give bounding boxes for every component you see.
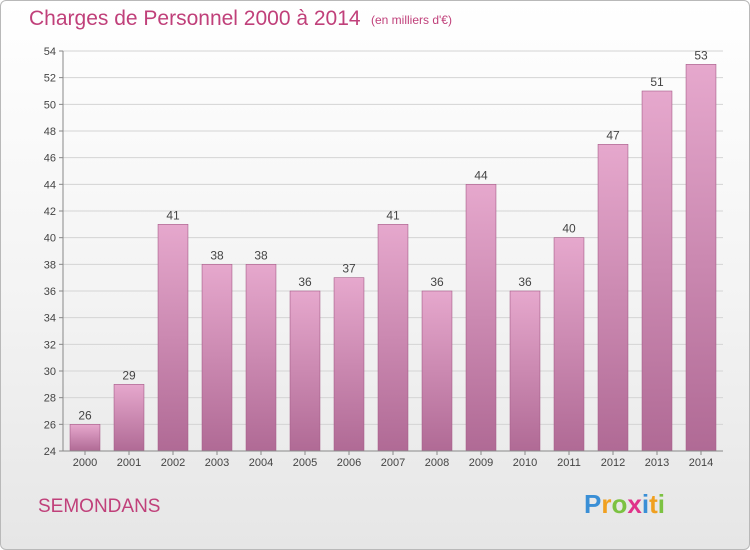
bar — [201, 264, 233, 452]
bar-value-label: 47 — [606, 128, 620, 142]
logo-letter: x — [627, 489, 642, 519]
y-tick-label: 38 — [44, 259, 56, 271]
commune-name: SEMONDANS — [38, 496, 161, 517]
x-tick-label: 2001 — [117, 457, 141, 469]
bar — [465, 184, 497, 452]
logo-letter: t — [649, 489, 658, 519]
x-tick-label: 2000 — [73, 457, 97, 469]
logo-letter: i — [657, 489, 665, 519]
bar — [333, 277, 365, 452]
y-tick-label: 28 — [44, 393, 56, 405]
x-tick-label: 2005 — [293, 457, 317, 469]
bar-value-label: 29 — [122, 368, 136, 382]
y-tick-label: 42 — [44, 206, 56, 218]
logo-letter: r — [601, 489, 612, 519]
bar-value-label: 36 — [430, 275, 444, 289]
bar-value-label: 41 — [386, 208, 400, 222]
bar — [113, 384, 145, 452]
bar-value-label: 37 — [342, 262, 356, 276]
x-tick-label: 2008 — [425, 457, 449, 469]
x-tick-label: 2003 — [205, 457, 229, 469]
bars — [69, 64, 717, 452]
bar-value-label: 38 — [254, 248, 268, 262]
chart-title: Charges de Personnel 2000 à 2014 — [29, 7, 361, 30]
bar — [597, 144, 629, 452]
y-tick-label: 36 — [44, 286, 56, 298]
x-tick-label: 2014 — [689, 457, 713, 469]
x-tick-label: 2004 — [249, 457, 273, 469]
bar — [509, 290, 541, 452]
y-tick-label: 30 — [44, 366, 56, 378]
y-tick-label: 44 — [44, 179, 56, 191]
y-tick-label: 54 — [44, 46, 56, 58]
y-tick-label: 32 — [44, 339, 56, 351]
y-tick-label: 48 — [44, 126, 56, 138]
y-tick-label: 50 — [44, 99, 56, 111]
chart-subtitle: (en milliers d'€) — [371, 13, 452, 27]
x-tick-label: 2006 — [337, 457, 361, 469]
bar-value-label: 36 — [298, 275, 312, 289]
logo-letter: P — [584, 489, 602, 519]
x-tick-label: 2011 — [557, 457, 581, 469]
x-tick-label: 2013 — [645, 457, 669, 469]
bar — [69, 424, 101, 452]
x-tick-label: 2010 — [513, 457, 537, 469]
bar — [289, 290, 321, 452]
y-tick-label: 46 — [44, 153, 56, 165]
logo-letter: i — [641, 489, 650, 519]
y-tick-label: 34 — [44, 313, 56, 325]
bar-value-label: 53 — [694, 48, 708, 62]
proxiti-logo: Proxiti — [584, 489, 665, 520]
y-tick-label: 40 — [44, 233, 56, 245]
y-tick-label: 24 — [44, 446, 56, 458]
bar — [553, 237, 585, 452]
bar-value-label: 51 — [650, 75, 664, 89]
x-tick-label: 2007 — [381, 457, 405, 469]
y-axis: 24 26 28 30 32 34 36 38 40 42 44 46 48 50 52 54 — [44, 46, 64, 458]
bar — [157, 224, 189, 452]
y-tick-label: 26 — [44, 419, 56, 431]
y-tick-label: 52 — [44, 73, 56, 85]
bar-value-label: 41 — [166, 208, 180, 222]
bar — [641, 90, 673, 452]
bar-value-label: 26 — [78, 408, 92, 422]
x-tick-label: 2002 — [161, 457, 185, 469]
bar-value-label: 36 — [518, 275, 532, 289]
x-tick-label: 2012 — [601, 457, 625, 469]
bar-value-label: 38 — [210, 248, 224, 262]
x-tick-label: 2009 — [469, 457, 493, 469]
bar-value-label: 40 — [562, 222, 576, 236]
bar — [377, 224, 409, 452]
bar — [245, 264, 277, 452]
bar — [685, 64, 717, 452]
bar-value-label: 44 — [474, 168, 488, 182]
logo-letter: o — [611, 489, 628, 519]
x-axis: 2000 2001 2002 2003 2004 2005 2006 2007 2008 2009… — [63, 450, 723, 469]
bar — [421, 290, 453, 452]
data-labels: 26 29 41 38 38 36 37 41 36 44 36 40 47 51 53 — [78, 48, 708, 422]
